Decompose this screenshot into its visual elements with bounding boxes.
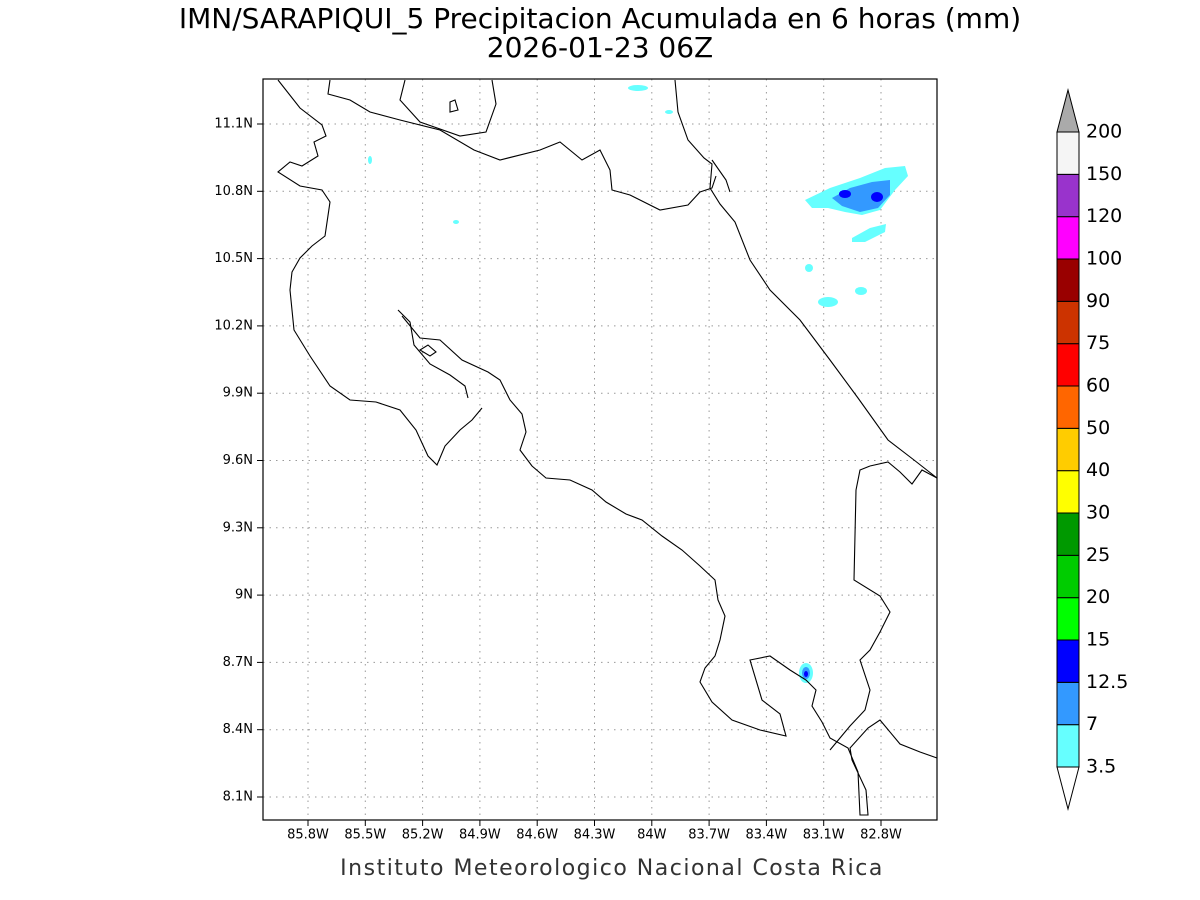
coastline [277, 79, 483, 466]
x-tick-label: 83.4W [745, 828, 787, 843]
colorbar-label: 20 [1086, 586, 1110, 608]
colorbar-box [1056, 597, 1080, 641]
precip-core [871, 192, 883, 202]
colorbar-label: 12.5 [1086, 671, 1128, 693]
colorbar-box [1056, 343, 1080, 387]
colorbar-label: 90 [1086, 290, 1110, 312]
colorbar-box [1056, 681, 1080, 726]
y-tick-label: 9.9N [223, 386, 253, 401]
y-tick-label: 8.1N [223, 790, 253, 805]
colorbar-box [1056, 131, 1080, 175]
y-tick-label: 9.6N [223, 453, 253, 468]
y-tick-label: 11.1N [214, 117, 253, 132]
x-tick-label: 82.8W [860, 828, 902, 843]
border [829, 465, 891, 751]
precip-area [855, 287, 867, 295]
colorbar-box [1056, 639, 1080, 683]
precip-area [832, 180, 890, 212]
x-tick-label: 84.6W [516, 828, 558, 843]
precip-core [804, 671, 808, 677]
title: IMN/SARAPIQUI_5 Precipitacion Acumulada … [179, 2, 1021, 35]
coastline [711, 159, 731, 193]
y-tick-label: 10.8N [214, 184, 253, 199]
colorbar-label: 60 [1086, 375, 1110, 397]
colorbar-box [1056, 724, 1080, 768]
footer: Instituto Meteorologico Nacional Costa R… [340, 856, 884, 881]
precip-area [628, 85, 648, 91]
precipitation-field [368, 85, 908, 683]
y-tick-label: 9N [235, 588, 253, 603]
x-tick-label: 85.2W [402, 828, 444, 843]
colorbar-label: 120 [1086, 205, 1122, 227]
colorbar-label: 100 [1086, 248, 1122, 270]
island [449, 99, 459, 113]
x-tick-label: 83.1W [803, 828, 845, 843]
subtitle: 2026-01-23 06Z [487, 31, 713, 64]
colorbar-label: 25 [1086, 544, 1110, 566]
x-tick-label: 84.9W [459, 828, 501, 843]
colorbar-label: 30 [1086, 502, 1110, 524]
coastline [401, 315, 938, 816]
colorbar: 3.5 7 12.5 15 20 25 30 40 50 60 75 90 100 120 150 200 [1056, 88, 1128, 811]
colorbar-box [1056, 427, 1080, 472]
colorbar-label: 7 [1086, 713, 1098, 735]
colorbar-box [1056, 216, 1080, 260]
border [327, 79, 717, 211]
colorbar-label: 200 [1086, 121, 1122, 143]
colorbar-box [1056, 300, 1080, 345]
y-tick-label: 8.4N [223, 722, 253, 737]
coastline [674, 79, 938, 479]
colorbar-box [1056, 258, 1080, 302]
colorbar-box [1056, 470, 1080, 514]
precip-area [665, 110, 673, 114]
precip-area [818, 297, 838, 307]
y-tick-label: 10.5N [214, 251, 253, 266]
x-tick-label: 85.8W [287, 828, 329, 843]
colorbar-label: 75 [1086, 332, 1110, 354]
colorbar-label: 150 [1086, 163, 1122, 185]
precip-area [852, 224, 886, 242]
x-tick-label: 84W [637, 828, 667, 843]
coastline [397, 309, 469, 399]
precip-area [453, 220, 459, 224]
map-frame [262, 78, 938, 821]
y-tick-label: 8.7N [223, 655, 253, 670]
colorbar-box [1056, 173, 1080, 218]
coastlines [277, 79, 938, 816]
colorbar-label: 50 [1086, 417, 1110, 439]
colorbar-label: 15 [1086, 629, 1110, 651]
colorbar-box [1056, 512, 1080, 556]
x-tick-label: 85.5W [344, 828, 386, 843]
colorbar-box [1056, 554, 1080, 599]
precip-area [805, 264, 813, 272]
colorbar-triangle [1056, 88, 1080, 133]
grid: 85.8W 85.5W 85.2W 84.9W 84.6W 84.3W 84W 83.7W 83… [214, 79, 937, 843]
lake-shore [399, 79, 497, 137]
y-tick-label: 10.2N [214, 318, 253, 333]
coastline [869, 461, 938, 485]
precip-area [368, 156, 372, 164]
colorbar-triangle [1056, 766, 1080, 811]
colorbar-label: 3.5 [1086, 756, 1116, 778]
colorbar-label: 40 [1086, 459, 1110, 481]
x-tick-label: 83.7W [688, 828, 730, 843]
colorbar-box [1056, 385, 1080, 429]
x-tick-label: 84.3W [574, 828, 616, 843]
y-tick-label: 9.3N [223, 520, 253, 535]
precip-core [839, 190, 851, 198]
coastline [418, 344, 437, 357]
